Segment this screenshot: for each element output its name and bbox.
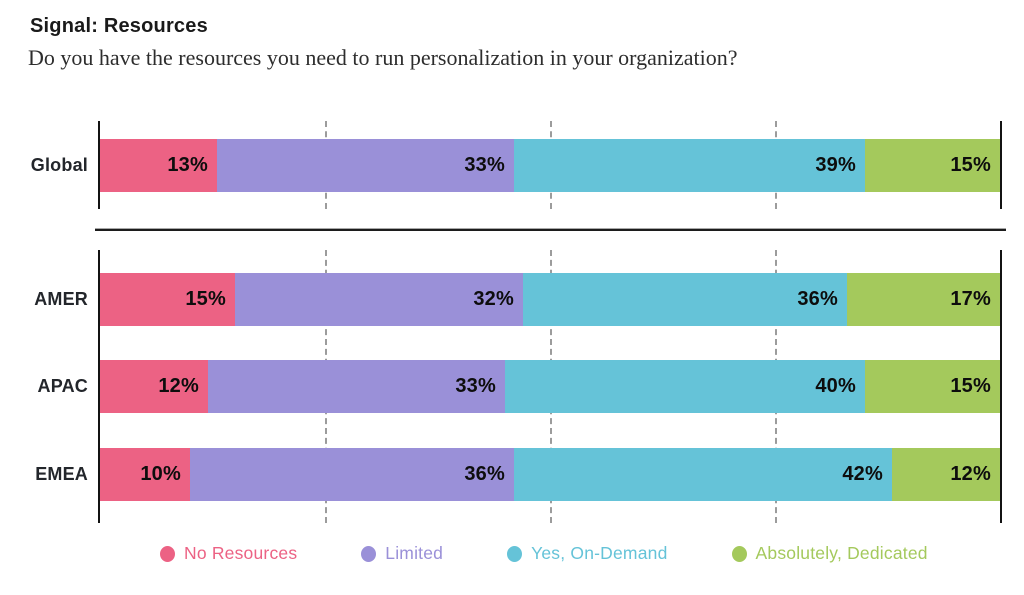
segment-value: 15% (950, 375, 991, 397)
row-label-amer: AMER (34, 289, 88, 309)
regions-plot: AMER 15% 32% 36% 17% APAC 12% 33% 40% 15% EMEA 10% 3… (34, 250, 1002, 523)
survey-question: Do you have the resources you need to ru… (28, 45, 738, 70)
legend-dot-icon (361, 545, 377, 562)
global-plot: Global 13% 33% 39% 15% (31, 121, 1002, 209)
legend-item-yes-on-demand: Yes, On-Demand (507, 543, 667, 564)
segment-apac-yes-on-demand: 40% (505, 360, 865, 413)
segment-emea-absolutely-dedicated: 12% (892, 448, 1000, 501)
legend-label: Absolutely, Dedicated (755, 543, 928, 563)
segment-apac-absolutely-dedicated: 15% (865, 360, 1000, 413)
segment-global-no-resources: 13% (100, 139, 217, 192)
segment-value: 10% (140, 463, 181, 485)
legend-dot-icon (507, 545, 523, 562)
segment-amer-yes-on-demand: 36% (523, 273, 847, 326)
segment-emea-limited: 36% (190, 448, 514, 501)
legend-item-absolutely-dedicated: Absolutely, Dedicated (731, 543, 928, 564)
legend-item-limited: Limited (361, 543, 443, 564)
legend-dot-icon (160, 545, 175, 562)
legend-dot-icon (731, 545, 747, 562)
segment-global-limited: 33% (217, 139, 514, 192)
segment-value: 15% (950, 154, 991, 176)
group-separator-line (95, 228, 1006, 231)
legend-label: No Resources (184, 543, 298, 563)
segment-amer-limited: 32% (235, 273, 523, 326)
segment-amer-absolutely-dedicated: 17% (847, 273, 1000, 326)
segment-global-absolutely-dedicated: 15% (865, 139, 1000, 192)
legend: No Resources Limited Yes, On-Demand Absolut… (160, 543, 928, 564)
segment-value: 36% (797, 288, 838, 310)
page-title: Signal: Resources (30, 15, 208, 37)
bar-row-amer: AMER 15% 32% 36% 17% (34, 273, 1000, 326)
legend-item-no-resources: No Resources (160, 543, 297, 564)
segment-value: 12% (950, 463, 991, 485)
segment-emea-yes-on-demand: 42% (514, 448, 892, 501)
segment-value: 40% (815, 375, 856, 397)
segment-value: 36% (464, 463, 505, 485)
segment-apac-limited: 33% (208, 360, 505, 413)
segment-global-yes-on-demand: 39% (514, 139, 865, 192)
row-label-apac: APAC (37, 376, 88, 396)
row-label-global: Global (30, 155, 88, 175)
segment-value: 42% (842, 463, 883, 485)
segment-apac-no-resources: 12% (100, 360, 208, 413)
segment-emea-no-resources: 10% (100, 448, 190, 501)
legend-label: Yes, On-Demand (531, 543, 668, 563)
segment-value: 15% (185, 288, 226, 310)
segment-value: 17% (950, 288, 991, 310)
row-label-emea: EMEA (35, 464, 88, 484)
segment-amer-no-resources: 15% (100, 273, 235, 326)
segment-value: 12% (158, 375, 199, 397)
segment-value: 13% (167, 154, 208, 176)
segment-value: 33% (455, 375, 496, 397)
segment-value: 39% (815, 154, 856, 176)
bar-row-global: Global 13% 33% 39% 15% (31, 139, 1000, 192)
legend-label: Limited (385, 543, 444, 563)
bar-row-apac: APAC 12% 33% 40% 15% (38, 360, 1000, 413)
bar-row-emea: EMEA 10% 36% 42% 12% (35, 448, 1000, 501)
segment-value: 32% (473, 288, 514, 310)
segment-value: 33% (464, 154, 505, 176)
